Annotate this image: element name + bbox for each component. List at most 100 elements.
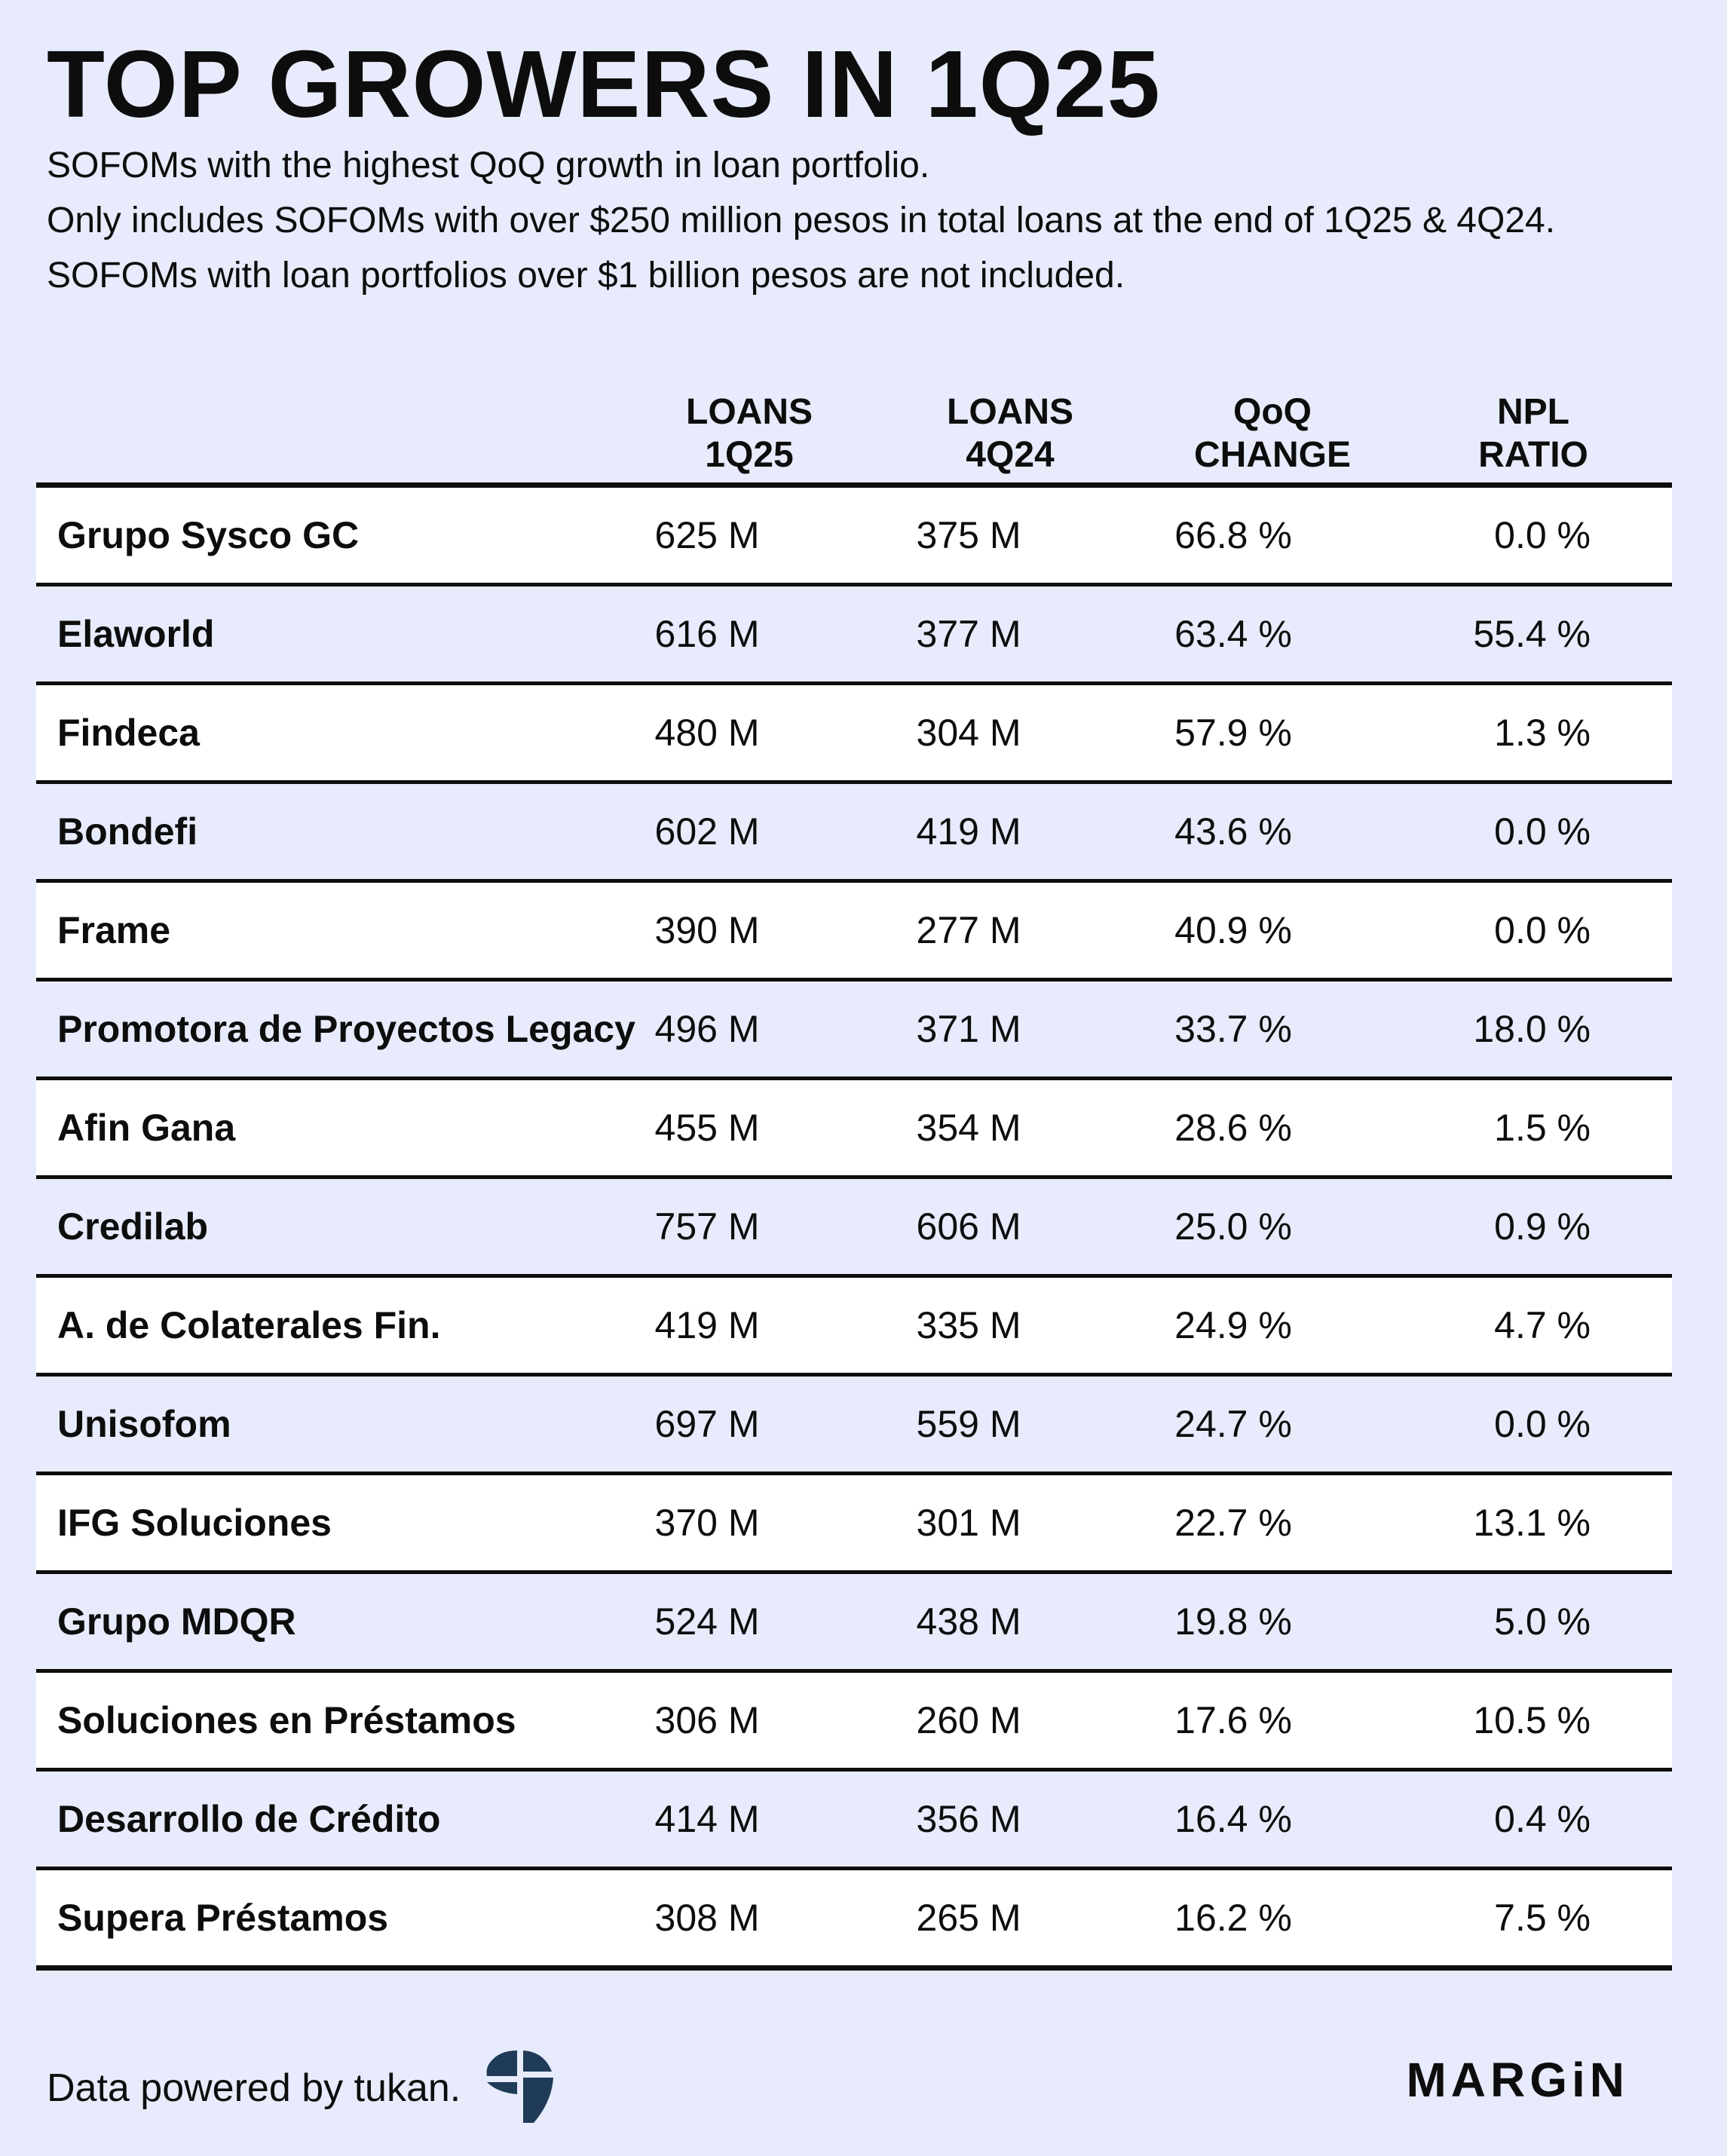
table-row: A. de Colaterales Fin. 419 M 335 M 24.9 % 4.…: [36, 1278, 1672, 1377]
subtitle-line-1: SOFOMs with the highest QoQ growth in lo…: [47, 145, 930, 185]
npl-ratio-cell: 7.5 %: [1494, 1897, 1591, 1939]
qoq-change-cell: 43.6 %: [1174, 810, 1292, 853]
table-row: Findeca 480 M 304 M 57.9 % 1.3 %: [36, 685, 1672, 784]
qoq-change-cell: 63.4 %: [1174, 613, 1292, 655]
qoq-change-cell: 19.8 %: [1174, 1600, 1292, 1643]
table-row: Soluciones en Préstamos 306 M 260 M 17.6 % 1…: [36, 1673, 1672, 1772]
loans-4q24-cell: 335 M: [916, 1304, 1021, 1346]
npl-ratio-cell: 0.0 %: [1494, 810, 1591, 853]
qoq-change-cell: 25.0 %: [1174, 1205, 1292, 1248]
qoq-change-cell: 40.9 %: [1174, 909, 1292, 951]
qoq-change-cell: 33.7 %: [1174, 1008, 1292, 1050]
loans-1q25-cell: 455 M: [654, 1107, 760, 1149]
loans-4q24-cell: 606 M: [916, 1205, 1021, 1248]
company-name-cell: Elaworld: [57, 613, 215, 655]
npl-ratio-cell: 1.3 %: [1494, 712, 1591, 754]
column-header-npl-ratio: NPL RATIO: [1420, 390, 1646, 476]
loans-4q24-cell: 260 M: [916, 1699, 1021, 1741]
column-header-line: LOANS: [686, 392, 813, 432]
npl-ratio-cell: 4.7 %: [1494, 1304, 1591, 1346]
company-name-cell: Soluciones en Préstamos: [57, 1699, 516, 1741]
company-name-cell: Grupo MDQR: [57, 1600, 296, 1643]
company-name-cell: A. de Colaterales Fin.: [57, 1304, 441, 1346]
column-header-line: 1Q25: [705, 435, 794, 475]
qoq-change-cell: 22.7 %: [1174, 1502, 1292, 1544]
data-credit: Data powered by tukan.: [47, 2066, 461, 2110]
page-title: TOP GROWERS IN 1Q25: [47, 31, 1161, 137]
loans-1q25-cell: 414 M: [654, 1798, 760, 1840]
column-header-loans-4q24: LOANS 4Q24: [897, 390, 1123, 476]
loans-4q24-cell: 356 M: [916, 1798, 1021, 1840]
table-row: Grupo Sysco GC 625 M 375 M 66.8 % 0.0 %: [36, 488, 1672, 586]
column-header-line: QoQ: [1233, 392, 1312, 432]
subtitle-line-2: Only includes SOFOMs with over $250 mill…: [47, 201, 1556, 240]
loans-1q25-cell: 616 M: [654, 613, 760, 655]
npl-ratio-cell: 1.5 %: [1494, 1107, 1591, 1149]
loans-4q24-cell: 559 M: [916, 1403, 1021, 1445]
column-header-line: RATIO: [1478, 435, 1588, 475]
npl-ratio-cell: 5.0 %: [1494, 1600, 1591, 1643]
company-name-cell: Bondefi: [57, 810, 198, 853]
npl-ratio-cell: 0.9 %: [1494, 1205, 1591, 1248]
npl-ratio-cell: 0.0 %: [1494, 909, 1591, 951]
loans-1q25-cell: 757 M: [654, 1205, 760, 1248]
npl-ratio-cell: 0.4 %: [1494, 1798, 1591, 1840]
growers-table: Grupo Sysco GC 625 M 375 M 66.8 % 0.0 % Elawo…: [36, 482, 1672, 1971]
tukan-logo-icon: [486, 2050, 553, 2123]
qoq-change-cell: 16.2 %: [1174, 1897, 1292, 1939]
table-row: Elaworld 616 M 377 M 63.4 % 55.4 %: [36, 586, 1672, 685]
column-header-line: LOANS: [947, 392, 1073, 432]
loans-4q24-cell: 277 M: [916, 909, 1021, 951]
npl-ratio-cell: 10.5 %: [1473, 1699, 1591, 1741]
table-row: Afin Gana 455 M 354 M 28.6 % 1.5 %: [36, 1080, 1672, 1179]
company-name-cell: Promotora de Proyectos Legacy: [57, 1008, 635, 1050]
qoq-change-cell: 66.8 %: [1174, 514, 1292, 556]
loans-4q24-cell: 419 M: [916, 810, 1021, 853]
table-row: Supera Préstamos 308 M 265 M 16.2 % 7.5 %: [36, 1870, 1672, 1971]
npl-ratio-cell: 55.4 %: [1473, 613, 1591, 655]
qoq-change-cell: 16.4 %: [1174, 1798, 1292, 1840]
margin-brand-logo: MARGiN: [1406, 2053, 1629, 2107]
company-name-cell: Desarrollo de Crédito: [57, 1798, 441, 1840]
qoq-change-cell: 24.9 %: [1174, 1304, 1292, 1346]
company-name-cell: Frame: [57, 909, 171, 951]
loans-4q24-cell: 301 M: [916, 1502, 1021, 1544]
loans-4q24-cell: 265 M: [916, 1897, 1021, 1939]
loans-1q25-cell: 308 M: [654, 1897, 760, 1939]
company-name-cell: Findeca: [57, 712, 200, 754]
npl-ratio-cell: 18.0 %: [1473, 1008, 1591, 1050]
table-row: Desarrollo de Crédito 414 M 356 M 16.4 % 0.4…: [36, 1772, 1672, 1870]
loans-4q24-cell: 438 M: [916, 1600, 1021, 1643]
loans-4q24-cell: 377 M: [916, 613, 1021, 655]
qoq-change-cell: 17.6 %: [1174, 1699, 1292, 1741]
qoq-change-cell: 57.9 %: [1174, 712, 1292, 754]
company-name-cell: Unisofom: [57, 1403, 231, 1445]
loans-1q25-cell: 306 M: [654, 1699, 760, 1741]
npl-ratio-cell: 0.0 %: [1494, 514, 1591, 556]
table-row: Frame 390 M 277 M 40.9 % 0.0 %: [36, 883, 1672, 982]
loans-1q25-cell: 697 M: [654, 1403, 760, 1445]
company-name-cell: IFG Soluciones: [57, 1502, 332, 1544]
loans-4q24-cell: 304 M: [916, 712, 1021, 754]
npl-ratio-cell: 0.0 %: [1494, 1403, 1591, 1445]
loans-1q25-cell: 625 M: [654, 514, 760, 556]
table-top-rule: [36, 482, 1672, 488]
company-name-cell: Supera Préstamos: [57, 1897, 389, 1939]
table-row: Promotora de Proyectos Legacy 496 M 371 M 3…: [36, 982, 1672, 1080]
column-header-line: NPL: [1497, 392, 1569, 432]
npl-ratio-cell: 13.1 %: [1473, 1502, 1591, 1544]
subtitle-line-3: SOFOMs with loan portfolios over $1 bill…: [47, 256, 1125, 296]
table-row: Credilab 757 M 606 M 25.0 % 0.9 %: [36, 1179, 1672, 1278]
loans-1q25-cell: 370 M: [654, 1502, 760, 1544]
loans-1q25-cell: 602 M: [654, 810, 760, 853]
qoq-change-cell: 24.7 %: [1174, 1403, 1292, 1445]
column-header-loans-1q25: LOANS 1Q25: [636, 390, 862, 476]
column-header-line: 4Q24: [966, 435, 1055, 475]
table-row: Unisofom 697 M 559 M 24.7 % 0.0 %: [36, 1377, 1672, 1475]
qoq-change-cell: 28.6 %: [1174, 1107, 1292, 1149]
table-row: IFG Soluciones 370 M 301 M 22.7 % 13.1 %: [36, 1475, 1672, 1574]
loans-1q25-cell: 524 M: [654, 1600, 760, 1643]
column-header-line: CHANGE: [1193, 435, 1351, 475]
company-name-cell: Credilab: [57, 1205, 209, 1248]
loans-4q24-cell: 375 M: [916, 514, 1021, 556]
